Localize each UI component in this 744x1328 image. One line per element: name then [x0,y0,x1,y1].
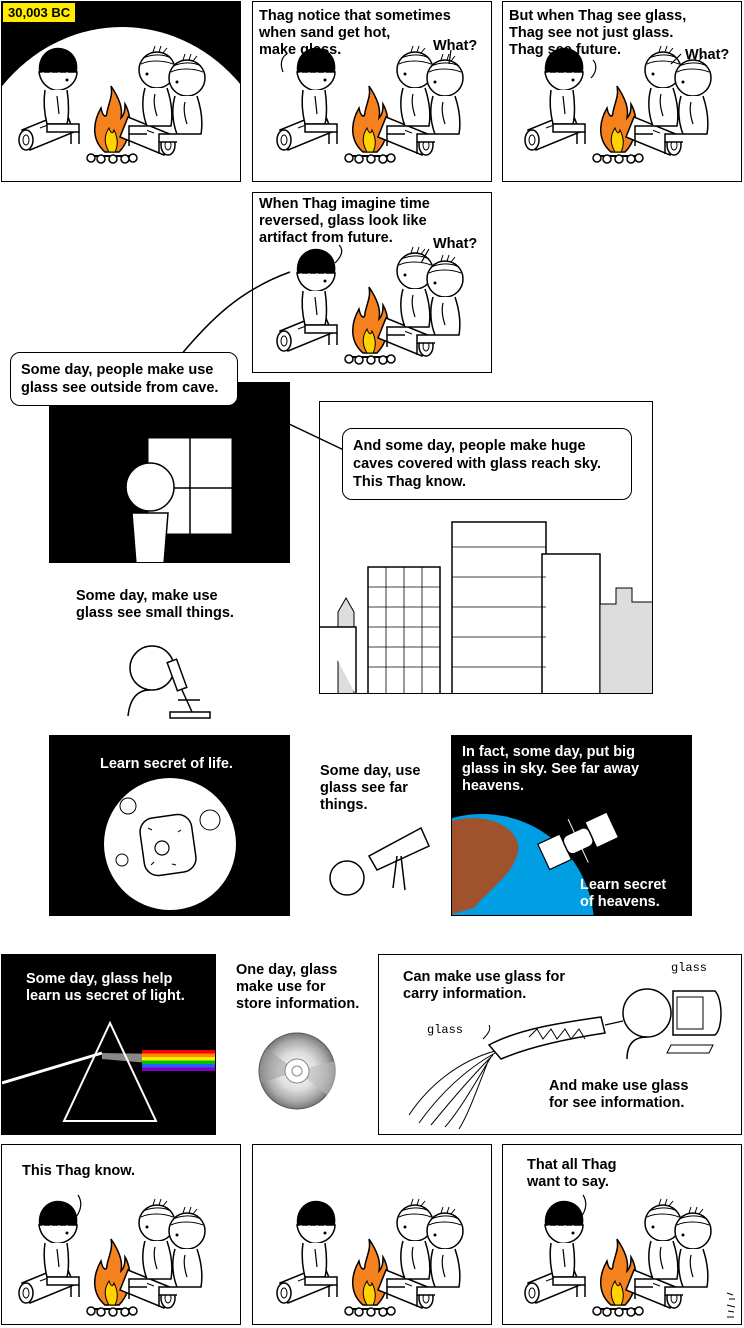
caption-secret-of-life: Learn secret of life. [100,756,233,772]
microscope-icon [127,645,211,719]
caption-carry-information: Can make use glass for carry information… [403,969,565,1002]
campfire-scene [253,2,492,182]
panel-sand-glass: Thag notice that sometimes when sand get… [252,1,492,182]
panel-light: Some day, glass help learn us secret of … [1,954,216,1135]
speech-bubble-window: Some day, people make use glass see outs… [10,352,238,406]
caption-heavens-bottom: Learn secret of heavens. [580,877,667,910]
speech-bubble-sky: And some day, people make huge caves cov… [342,428,632,500]
skyscraper [451,521,547,693]
fiber-monitor-scene [408,988,722,1130]
cell-scene [104,778,236,910]
skyscraper [541,553,601,693]
panel-ending-silent [252,1144,492,1325]
panel-see-future: But when Thag see glass, Thag see not ju… [502,1,742,182]
caption-this-thag-know: This Thag know. [22,1163,136,1179]
person-head [125,462,175,512]
signature-seal [726,1292,736,1318]
speech-what: What? [685,47,730,63]
prism-scene [2,1020,215,1122]
fiber-label: glass [427,1023,464,1037]
campfire-scene [503,2,742,182]
caption-microscope: Some day, make use glass see small thing… [76,588,234,621]
caption-store-information: One day, glass make use for store inform… [236,962,360,1012]
cd-icon [258,1032,337,1110]
caption-heavens-top: In fact, some day, put big glass in sky.… [462,744,640,794]
hubble-icon [537,811,620,871]
caption-telescope: Some day, use glass see far things. [320,763,421,813]
bubble-sky-text: And some day, people make huge caves cov… [353,438,601,490]
monitor-label: glass [671,961,708,975]
panel-window [49,382,290,563]
caption-light: Some day, glass help learn us secret of … [26,971,185,1004]
telescope-icon [329,826,430,896]
fiber-icon [487,1016,606,1060]
panel-secret-of-life: Learn secret of life. [49,735,290,916]
campfire-scene [253,1145,492,1325]
panel-ending-this-thag-know: This Thag know. [1,1144,241,1325]
speech-what: What? [433,236,478,252]
prism-icon [62,1020,158,1122]
caption-see-future: But when Thag see glass, Thag see not ju… [509,8,687,58]
bubble-window-text: Some day, people make use glass see outs… [21,362,219,396]
panel-ending-all-thag-say: That all Thag want to say. [502,1144,742,1325]
caption-time-reversed: When Thag imagine time reversed, glass l… [259,196,430,246]
campfire-scene [253,244,492,373]
caption-all-thag-say: That all Thag want to say. [527,1157,617,1190]
panel-opening-night: 30,003 BC [1,1,241,182]
window-scene [125,437,233,562]
speech-what: What? [433,38,478,54]
night-scene [2,27,240,181]
caption-sand-glass: Thag notice that sometimes when sand get… [259,8,451,58]
heavens-scene [452,811,620,915]
campfire-scene [503,1194,736,1318]
campfire-scene [2,1194,241,1325]
caption-see-information: And make use glass for see information. [549,1078,689,1111]
panel-fiber-monitor: Can make use glass for carry information… [378,954,742,1135]
panel-heavens: In fact, some day, put big glass in sky.… [451,735,692,916]
city-scene [320,521,652,693]
date-label: 30,003 BC [2,2,77,23]
panel-time-reversed: When Thag imagine time reversed, glass l… [252,192,492,373]
